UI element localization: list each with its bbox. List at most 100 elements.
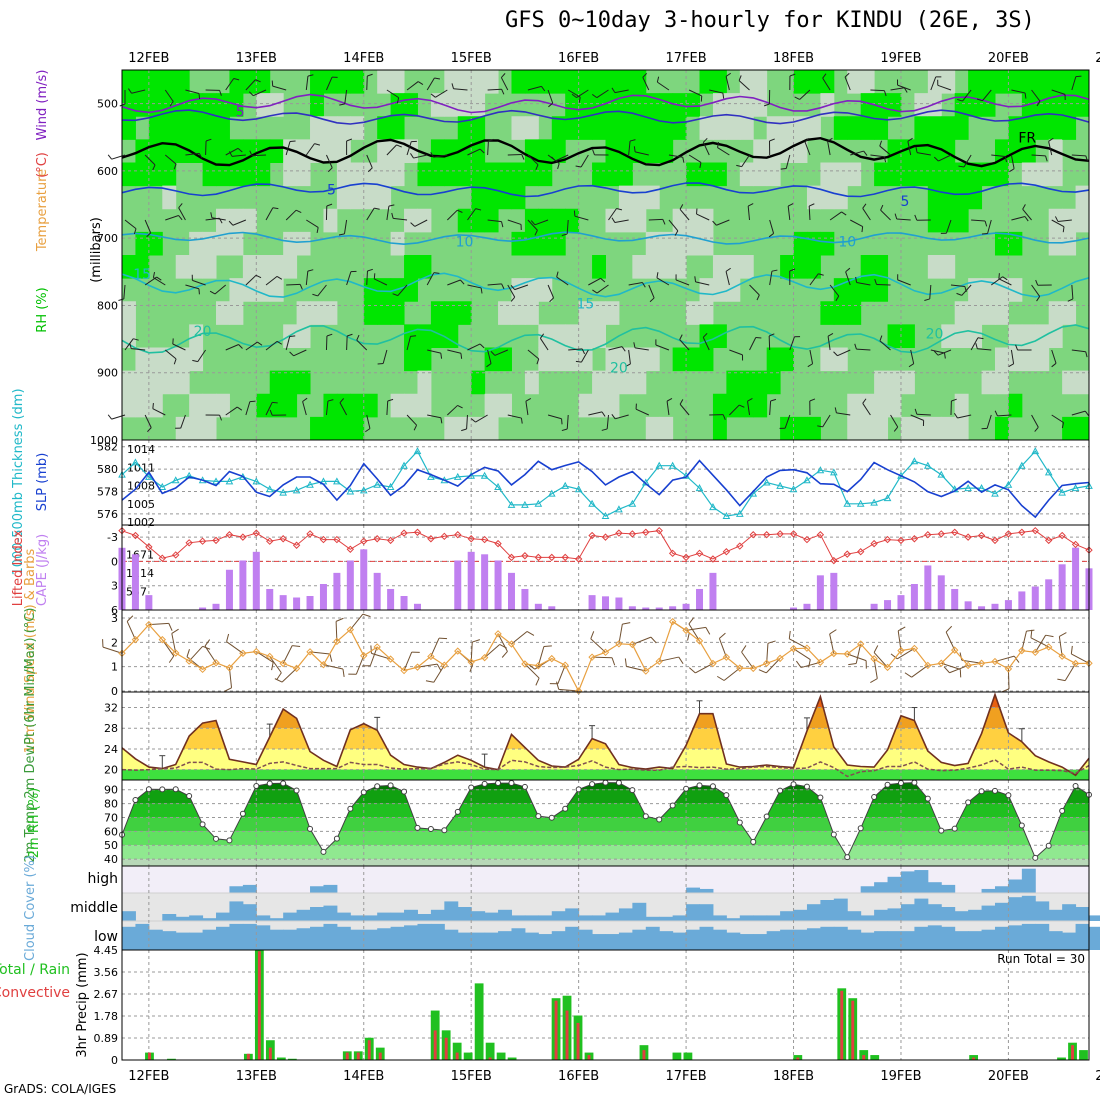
wind-barb [185, 89, 200, 94]
cloud-cell [524, 932, 539, 950]
contour-label: 10 [838, 235, 856, 251]
thickness-point [131, 458, 140, 466]
thickness-point [655, 461, 664, 469]
wind-barb [475, 414, 488, 423]
wind-barb [709, 89, 724, 94]
wind-barb-flag [807, 363, 813, 368]
wind10-point [225, 664, 234, 672]
wind-barb [747, 401, 751, 416]
wind-barb-flag [702, 137, 708, 143]
rh2m-point [508, 780, 515, 787]
thickness-point [427, 472, 435, 480]
wind10-point [749, 664, 757, 673]
y-tick-label: 1.78 [94, 1010, 119, 1023]
lifted-index-point [709, 555, 717, 563]
wind-barb [897, 630, 902, 651]
y-tick-label: 24 [104, 743, 118, 756]
rh-cell [927, 70, 942, 94]
wind-barb-flag [804, 137, 810, 143]
cloud-cell [323, 923, 338, 950]
wind-barb [588, 411, 603, 416]
contour-label: 5 [901, 194, 910, 210]
rh-cell [283, 393, 298, 418]
wind-barb-flag [1085, 155, 1088, 162]
rh2m-point [186, 792, 193, 799]
wind-barb [765, 658, 781, 674]
rh-cell [310, 70, 324, 94]
thickness-point [588, 499, 596, 507]
wind-barb [1057, 219, 1072, 222]
wind-barb-flag [1013, 655, 1020, 663]
rh-cell [699, 162, 714, 187]
wind-barb [164, 349, 177, 360]
cloud-cell [296, 928, 311, 950]
rh-cell [216, 301, 230, 325]
wind10-point [292, 664, 301, 673]
thickness-point [252, 477, 261, 485]
wind-barb-flag [787, 203, 794, 207]
precip-convective-bar [268, 1047, 272, 1060]
wind-barb [547, 89, 554, 104]
wind10-point [736, 664, 744, 672]
rh-cell [806, 116, 821, 140]
cloud-cell [753, 915, 768, 921]
wind-barb [126, 621, 136, 640]
rh-cell [833, 116, 848, 140]
cloud-cell [390, 926, 405, 950]
wind-barb [406, 141, 412, 156]
y-tick-label: 580 [97, 463, 118, 476]
rh-cell [618, 370, 633, 395]
wind-barb [180, 414, 186, 429]
rh-cell [605, 93, 620, 117]
rh-cell [968, 93, 983, 117]
wind-barb [829, 284, 840, 297]
rh-cell [712, 93, 727, 117]
wind-barb-flag [611, 414, 616, 420]
rh-cell [283, 162, 298, 187]
cloud-cell [498, 931, 512, 950]
rh-cell [981, 70, 996, 94]
rh-cell [833, 347, 848, 372]
wind-barb [990, 276, 1003, 286]
wind-barb [366, 75, 368, 91]
cloud-cell [1035, 901, 1050, 921]
wind-barb [371, 652, 391, 660]
wind-barb [804, 141, 811, 156]
dewpoint-line [121, 758, 1090, 778]
wind-barb [265, 402, 273, 416]
wind-barb [566, 219, 569, 234]
wind-barb [890, 414, 899, 428]
rh-cell [189, 231, 204, 256]
wind-barb-flag [557, 163, 560, 169]
cape-bar [507, 572, 515, 610]
rh-cell [216, 93, 230, 117]
wind-barb-flag [809, 398, 816, 402]
rh-cell [417, 324, 432, 348]
thickness-point [145, 472, 153, 480]
rh-cell [511, 231, 526, 256]
cloud-cell [900, 871, 915, 893]
rh2m-point [1005, 792, 1012, 799]
rh-cell [283, 370, 298, 395]
rh-cell [712, 116, 727, 140]
wind-barb [747, 206, 751, 221]
rh-cell [726, 370, 741, 395]
cloud-cell [981, 929, 996, 950]
rh-cell [202, 393, 217, 418]
cloud-cell [927, 925, 942, 950]
lifted-index-point [789, 530, 798, 538]
cloud-cell [511, 915, 526, 921]
date-label-top: 18FEB [773, 51, 814, 66]
rh-cell [269, 93, 284, 117]
cloud-cell [310, 926, 324, 950]
rh-cell [994, 301, 1009, 325]
precip-convective-bar [862, 1055, 866, 1060]
rh-cell [1048, 324, 1063, 348]
precip-convective-bar [378, 1052, 382, 1060]
cape-bar [454, 560, 462, 610]
wind-barb-flag [480, 287, 483, 294]
wind-barb-flag [994, 410, 998, 417]
wind-barb-flag [169, 101, 174, 107]
slp-tick-label: 1002 [127, 516, 155, 529]
date-label-bottom: 17FEB [666, 1069, 707, 1084]
